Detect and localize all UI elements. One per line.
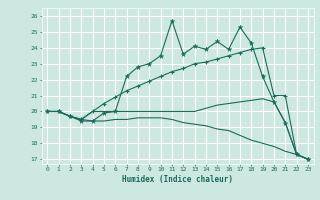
X-axis label: Humidex (Indice chaleur): Humidex (Indice chaleur) <box>122 175 233 184</box>
